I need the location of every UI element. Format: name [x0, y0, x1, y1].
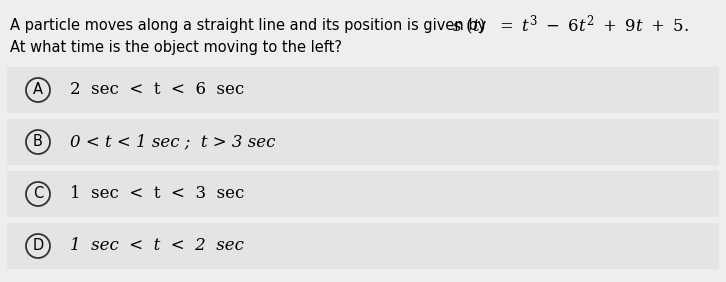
- Text: 0 < t < 1 sec ;  t > 3 sec: 0 < t < 1 sec ; t > 3 sec: [70, 133, 275, 151]
- FancyBboxPatch shape: [7, 223, 719, 269]
- FancyBboxPatch shape: [7, 67, 719, 113]
- FancyBboxPatch shape: [7, 119, 719, 165]
- Text: $s\ (t)\ \ =\ t^3\ -\ 6t^2\ +\ 9t\ +\ 5.$: $s\ (t)\ \ =\ t^3\ -\ 6t^2\ +\ 9t\ +\ 5.…: [452, 14, 689, 38]
- Text: 1  sec  <  t  <  2  sec: 1 sec < t < 2 sec: [70, 237, 244, 254]
- Text: 1  sec  <  t  <  3  sec: 1 sec < t < 3 sec: [70, 186, 245, 202]
- Text: At what time is the object moving to the left?: At what time is the object moving to the…: [10, 40, 342, 55]
- Text: A: A: [33, 83, 43, 98]
- Text: A particle moves along a straight line and its position is given by: A particle moves along a straight line a…: [10, 18, 491, 33]
- Text: D: D: [33, 239, 44, 254]
- Text: 2  sec  <  t  <  6  sec: 2 sec < t < 6 sec: [70, 81, 244, 98]
- Text: B: B: [33, 135, 43, 149]
- FancyBboxPatch shape: [7, 171, 719, 217]
- Text: C: C: [33, 186, 43, 202]
